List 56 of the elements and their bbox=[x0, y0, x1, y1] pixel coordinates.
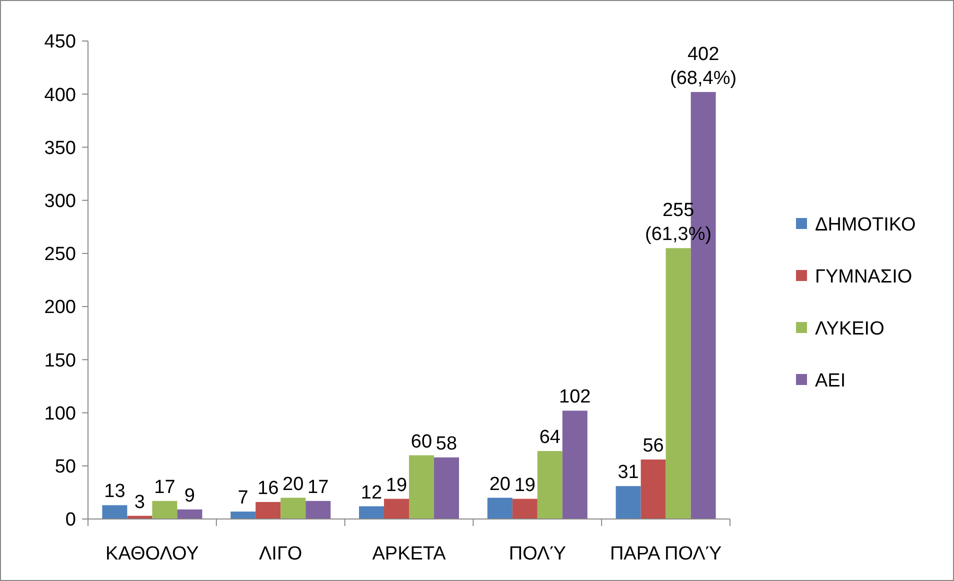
bar bbox=[640, 460, 666, 519]
x-tick-label: ΑΡΚΕΤΑ bbox=[372, 544, 446, 565]
data-label: 17 bbox=[154, 476, 176, 498]
y-tick-label: 150 bbox=[44, 350, 76, 372]
data-label: 58 bbox=[436, 433, 458, 454]
y-tick-label: 0 bbox=[65, 510, 76, 531]
data-label: 64 bbox=[539, 427, 561, 448]
bar bbox=[384, 498, 409, 519]
x-tick-label: ΛΙΓΟ bbox=[258, 544, 302, 565]
legend-label: ΓΥΜΝΑΣΙΟ bbox=[815, 266, 912, 288]
legend-label: ΔΗΜΟΤΙΚΟ bbox=[815, 214, 916, 236]
data-label: 19 bbox=[514, 474, 536, 496]
bar bbox=[102, 505, 128, 519]
bar bbox=[152, 500, 178, 519]
bar bbox=[359, 506, 384, 519]
data-label: 3 bbox=[134, 492, 145, 513]
bar bbox=[666, 248, 691, 519]
y-tick-label: 400 bbox=[44, 84, 76, 106]
y-tick-label: 350 bbox=[44, 138, 76, 159]
y-tick-label: 50 bbox=[54, 456, 76, 478]
bar bbox=[616, 486, 641, 519]
data-label: 16 bbox=[258, 478, 279, 500]
data-label: 12 bbox=[360, 482, 382, 504]
data-label: 31 bbox=[618, 462, 639, 484]
data-label: 7 bbox=[238, 488, 248, 509]
bar bbox=[280, 498, 306, 519]
x-tick-label: ΠΟΛΎ bbox=[508, 544, 566, 565]
y-tick-label: 250 bbox=[44, 244, 76, 266]
y-tick-label: 300 bbox=[44, 190, 76, 212]
bar bbox=[512, 498, 538, 519]
bar bbox=[230, 512, 256, 519]
bar bbox=[562, 410, 588, 519]
legend-label: ΑΕΙ bbox=[815, 370, 846, 392]
data-label: 102 bbox=[559, 386, 591, 408]
data-label: 19 bbox=[386, 474, 408, 496]
y-tick-label: 450 bbox=[44, 32, 76, 53]
bar bbox=[537, 451, 562, 519]
data-label: 20 bbox=[282, 474, 304, 495]
legend-label: ΛΥΚΕΙΟ bbox=[815, 318, 884, 340]
data-label: 60 bbox=[410, 431, 432, 452]
data-label: 17 bbox=[308, 476, 329, 498]
bar bbox=[177, 509, 202, 519]
bar bbox=[434, 457, 459, 519]
data-label: 20 bbox=[489, 474, 510, 495]
y-tick-label: 200 bbox=[44, 297, 76, 318]
data-label: 402 (68,4%) bbox=[670, 44, 737, 89]
data-label: 9 bbox=[184, 485, 195, 506]
bar bbox=[409, 455, 434, 519]
data-label: 13 bbox=[104, 481, 126, 502]
data-label: 56 bbox=[642, 436, 664, 457]
bar bbox=[256, 502, 281, 519]
bar bbox=[306, 500, 331, 519]
y-tick-label: 100 bbox=[44, 403, 76, 424]
x-tick-label: ΚΑΘΟΛΟΥ bbox=[106, 544, 200, 565]
bar bbox=[487, 498, 512, 519]
x-tick-label: ΠΑΡΑ ΠΟΛΎ bbox=[610, 544, 722, 565]
